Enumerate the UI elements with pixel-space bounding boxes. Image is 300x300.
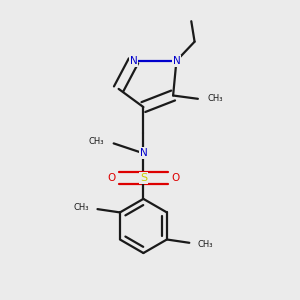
Text: O: O xyxy=(171,173,180,183)
Text: CH₃: CH₃ xyxy=(89,137,104,146)
Text: N: N xyxy=(172,56,180,66)
Text: O: O xyxy=(107,173,116,183)
Text: CH₃: CH₃ xyxy=(208,94,223,103)
Text: CH₃: CH₃ xyxy=(198,240,213,249)
Text: N: N xyxy=(140,148,147,158)
Text: N: N xyxy=(130,56,137,66)
Text: S: S xyxy=(140,173,147,183)
Text: CH₃: CH₃ xyxy=(74,203,89,212)
